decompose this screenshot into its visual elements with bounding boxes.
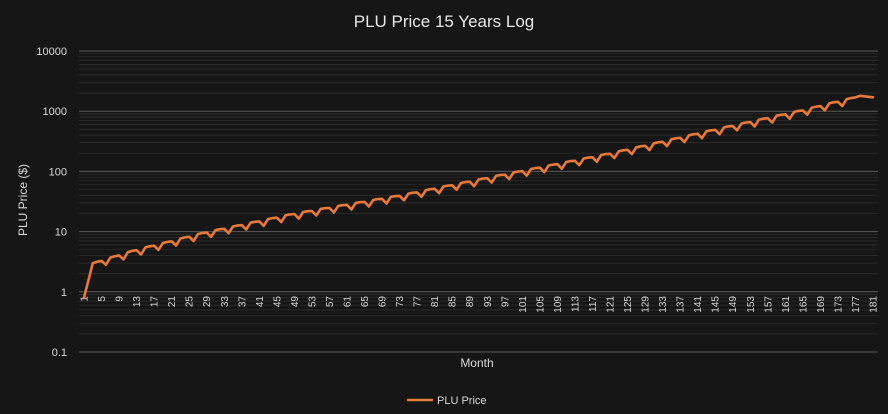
x-tick-label: 125	[623, 296, 634, 313]
series-line-plu-price	[82, 94, 875, 299]
x-tick-label: 77	[413, 296, 424, 308]
y-tick-label: 100	[49, 166, 67, 178]
x-tick-label: 109	[553, 296, 564, 313]
x-tick-label: 21	[167, 296, 178, 308]
x-tick-label: 161	[781, 296, 792, 313]
chart-title: PLU Price 15 Years Log	[354, 12, 535, 31]
x-tick-label: 101	[518, 296, 529, 313]
x-axis-label: Month	[460, 356, 493, 370]
x-tick-label: 45	[272, 296, 283, 308]
x-tick-label: 5	[97, 296, 108, 302]
x-tick-label: 57	[325, 296, 336, 308]
x-tick-label: 29	[202, 296, 213, 308]
x-tick-label: 153	[746, 296, 757, 313]
x-tick-label: 181	[869, 296, 880, 313]
major-gridlines	[79, 50, 878, 353]
x-tick-label: 113	[570, 296, 581, 312]
x-tick-label: 93	[483, 296, 494, 308]
x-tick-label: 141	[693, 296, 704, 313]
y-tick-label: 10000	[36, 46, 67, 58]
x-tick-label: 97	[500, 296, 511, 308]
x-tick-label: 13	[132, 296, 143, 308]
x-tick-label: 165	[798, 296, 809, 313]
x-tick-label: 49	[290, 296, 301, 308]
y-tick-label: 1000	[43, 106, 67, 118]
x-tick-label: 53	[307, 296, 318, 308]
x-tick-label: 145	[711, 296, 722, 313]
x-tick-label: 25	[185, 296, 196, 308]
y-tick-label: 0.1	[52, 347, 67, 359]
x-axis-ticks: 1 5 9 13 17 21 25 29 33 37 41 45 49 53 57 61 65 69 73 77 81 8…	[80, 296, 880, 313]
x-tick-label: 37	[237, 296, 248, 308]
x-tick-label: 89	[465, 296, 476, 308]
x-tick-label: 169	[816, 296, 827, 313]
x-tick-label: 41	[255, 296, 266, 308]
y-axis-ticks: 0.1 1 10 100 1000 10000	[36, 46, 67, 359]
legend: PLU Price	[407, 395, 487, 407]
x-tick-label: 69	[378, 296, 389, 308]
x-tick-label: 157	[763, 296, 774, 313]
x-tick-label: 61	[343, 296, 354, 308]
x-tick-label: 105	[535, 296, 546, 313]
x-tick-label: 73	[395, 296, 406, 308]
x-tick-label: 81	[430, 296, 441, 308]
x-tick-label: 133	[658, 296, 669, 313]
x-tick-label: 117	[588, 296, 599, 312]
x-tick-label: 17	[150, 296, 161, 308]
x-tick-label: 33	[220, 296, 231, 308]
x-tick-label: 129	[641, 296, 652, 313]
x-tick-label: 149	[728, 296, 739, 313]
y-axis-label: PLU Price ($)	[16, 164, 30, 236]
x-tick-label: 173	[833, 296, 844, 313]
y-tick-label: 1	[61, 287, 67, 299]
x-tick-label: 137	[676, 296, 687, 313]
y-tick-label: 10	[55, 227, 67, 239]
x-tick-label: 65	[360, 296, 371, 308]
x-tick-label: 177	[851, 296, 862, 313]
minor-gridlines	[79, 53, 878, 335]
x-tick-label: 9	[115, 296, 126, 302]
x-tick-label: 85	[448, 296, 459, 308]
legend-label-plu-price: PLU Price	[437, 395, 487, 407]
x-tick-label: 121	[606, 296, 617, 313]
x-tick-label: 1	[80, 296, 91, 302]
